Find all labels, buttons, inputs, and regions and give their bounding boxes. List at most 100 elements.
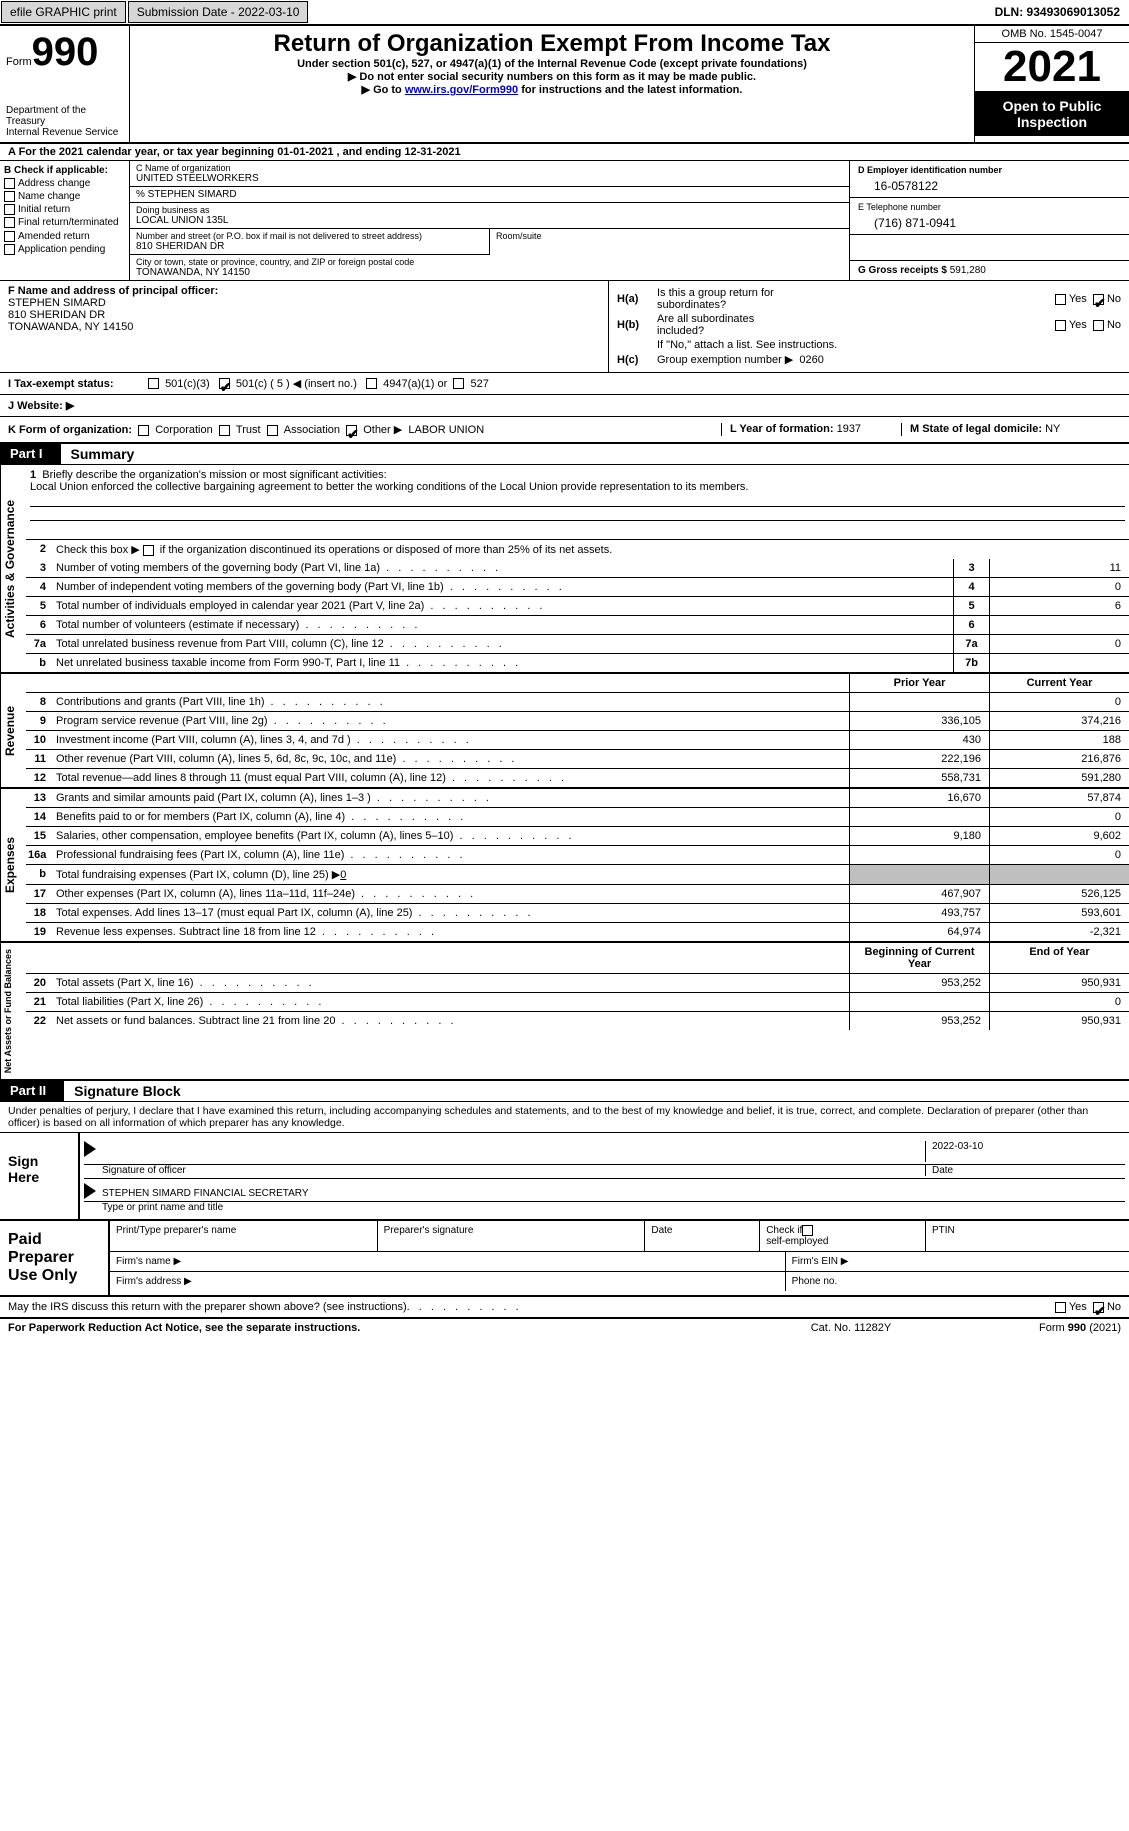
row-num: 11: [26, 750, 52, 768]
ha-label: H(a): [617, 293, 657, 305]
row-num: b: [26, 654, 52, 672]
care-of: % STEPHEN SIMARD: [130, 187, 849, 203]
checkbox-discontinued[interactable]: [143, 545, 154, 556]
prior-value: 558,731: [849, 769, 989, 787]
checkbox-discuss-no[interactable]: ✔: [1093, 1302, 1104, 1313]
row-text: Salaries, other compensation, employee b…: [52, 827, 849, 845]
row-text: Number of voting members of the governin…: [52, 559, 953, 577]
ein-value: 16-0578122: [858, 175, 1121, 193]
row-text: Total expenses. Add lines 13–17 (must eq…: [52, 904, 849, 922]
e-phone-label: E Telephone number: [858, 202, 1121, 212]
row-num: 22: [26, 1012, 52, 1030]
prep-sig-label: Preparer's signature: [378, 1221, 646, 1251]
checkbox-pending[interactable]: [4, 244, 15, 255]
col-end-year: End of Year: [989, 943, 1129, 973]
side-revenue: Revenue: [0, 674, 26, 787]
city-label: City or town, state or province, country…: [136, 257, 843, 267]
current-value: 593,601: [989, 904, 1129, 922]
current-value: 0: [989, 993, 1129, 1011]
row-boxnum: 4: [953, 578, 989, 596]
checkbox-discuss-yes[interactable]: [1055, 1302, 1066, 1313]
checkbox-4947[interactable]: [366, 378, 377, 389]
firm-name-label: Firm's name ▶: [110, 1252, 786, 1271]
col-begin-year: Beginning of Current Year: [849, 943, 989, 973]
hb-note: If "No," attach a list. See instructions…: [617, 339, 1121, 351]
checkbox-other[interactable]: ✔: [346, 425, 357, 436]
row-text: Other expenses (Part IX, column (A), lin…: [52, 885, 849, 903]
row-boxnum: 5: [953, 597, 989, 615]
current-value: 216,876: [989, 750, 1129, 768]
row-text: Program service revenue (Part VIII, line…: [52, 712, 849, 730]
checkbox-hb-yes[interactable]: [1055, 320, 1066, 331]
row-num: 4: [26, 578, 52, 596]
f-label: F Name and address of principal officer:: [8, 285, 600, 297]
row-boxnum: 7a: [953, 635, 989, 653]
form-number: 990: [32, 30, 99, 74]
section-i: I Tax-exempt status: 501(c)(3) ✔ 501(c) …: [0, 373, 1129, 395]
row-boxnum: 3: [953, 559, 989, 577]
row-boxnum: 6: [953, 616, 989, 634]
current-value: 9,602: [989, 827, 1129, 845]
row-value: 11: [989, 559, 1129, 577]
city-value: TONAWANDA, NY 14150: [136, 267, 843, 278]
checkmark-icon: ✔: [1094, 295, 1106, 311]
omb-number: OMB No. 1545-0047: [975, 26, 1129, 43]
prior-value: [849, 693, 989, 711]
tax-year: 2021: [975, 43, 1129, 92]
checkbox-501c[interactable]: ✔: [219, 378, 230, 389]
paid-preparer-block: Paid Preparer Use Only Print/Type prepar…: [0, 1221, 1129, 1297]
sig-date-label: Date: [925, 1165, 1125, 1176]
goto-pre: ▶ Go to: [362, 84, 405, 96]
firm-addr-label: Firm's address ▶: [110, 1272, 786, 1291]
row-text: Contributions and grants (Part VIII, lin…: [52, 693, 849, 711]
checkbox-name-change[interactable]: [4, 191, 15, 202]
row-num: 3: [26, 559, 52, 577]
prep-name-label: Print/Type preparer's name: [110, 1221, 378, 1251]
row-text: Investment income (Part VIII, column (A)…: [52, 731, 849, 749]
discuss-irs-row: May the IRS discuss this return with the…: [0, 1297, 1129, 1319]
prior-value: 430: [849, 731, 989, 749]
checkbox-trust[interactable]: [219, 425, 230, 436]
checkbox-final-return[interactable]: [4, 217, 15, 228]
sign-here-block: Sign Here 2022-03-10 Signature of office…: [0, 1133, 1129, 1221]
d-ein-label: D Employer identification number: [858, 165, 1121, 175]
prior-value: [849, 993, 989, 1011]
prior-value: 9,180: [849, 827, 989, 845]
form-word: Form: [6, 56, 32, 68]
arrow-icon: [84, 1141, 96, 1157]
ptin-label: PTIN: [926, 1221, 1129, 1251]
officer-street: 810 SHERIDAN DR: [8, 309, 600, 321]
row-num: 16a: [26, 846, 52, 864]
checkbox-initial-return[interactable]: [4, 204, 15, 215]
checkbox-address-change[interactable]: [4, 178, 15, 189]
current-value: 57,874: [989, 789, 1129, 807]
checkbox-527[interactable]: [453, 378, 464, 389]
checkbox-corp[interactable]: [138, 425, 149, 436]
row-value: 6: [989, 597, 1129, 615]
dln: DLN: 93493069013052: [987, 2, 1128, 22]
part-i-header: Part I Summary: [0, 444, 1129, 465]
irs-link[interactable]: www.irs.gov/Form990: [405, 84, 518, 96]
row-a-calendar-year: A For the 2021 calendar year, or tax yea…: [0, 144, 1129, 161]
checkbox-501c3[interactable]: [148, 378, 159, 389]
checkbox-assoc[interactable]: [267, 425, 278, 436]
current-value: 374,216: [989, 712, 1129, 730]
checkbox-hb-no[interactable]: [1093, 320, 1104, 331]
row-text: Total liabilities (Part X, line 26): [52, 993, 849, 1011]
firm-phone-label: Phone no.: [786, 1272, 1129, 1291]
checkbox-amended[interactable]: [4, 231, 15, 242]
officer-name: STEPHEN SIMARD: [8, 297, 600, 309]
checkbox-self-employed[interactable]: [802, 1225, 813, 1236]
row-num: 19: [26, 923, 52, 941]
arrow-icon: [84, 1183, 96, 1199]
row-text: Revenue less expenses. Subtract line 18 …: [52, 923, 849, 941]
efile-print-button[interactable]: efile GRAPHIC print: [1, 1, 126, 23]
prior-value: 336,105: [849, 712, 989, 730]
row-text: Total assets (Part X, line 16): [52, 974, 849, 992]
row-value: 0: [989, 635, 1129, 653]
side-expenses: Expenses: [0, 789, 26, 941]
hc-label: H(c): [617, 354, 657, 366]
checkbox-ha-yes[interactable]: [1055, 294, 1066, 305]
checkbox-ha-no[interactable]: ✔: [1093, 294, 1104, 305]
prior-value: 953,252: [849, 974, 989, 992]
